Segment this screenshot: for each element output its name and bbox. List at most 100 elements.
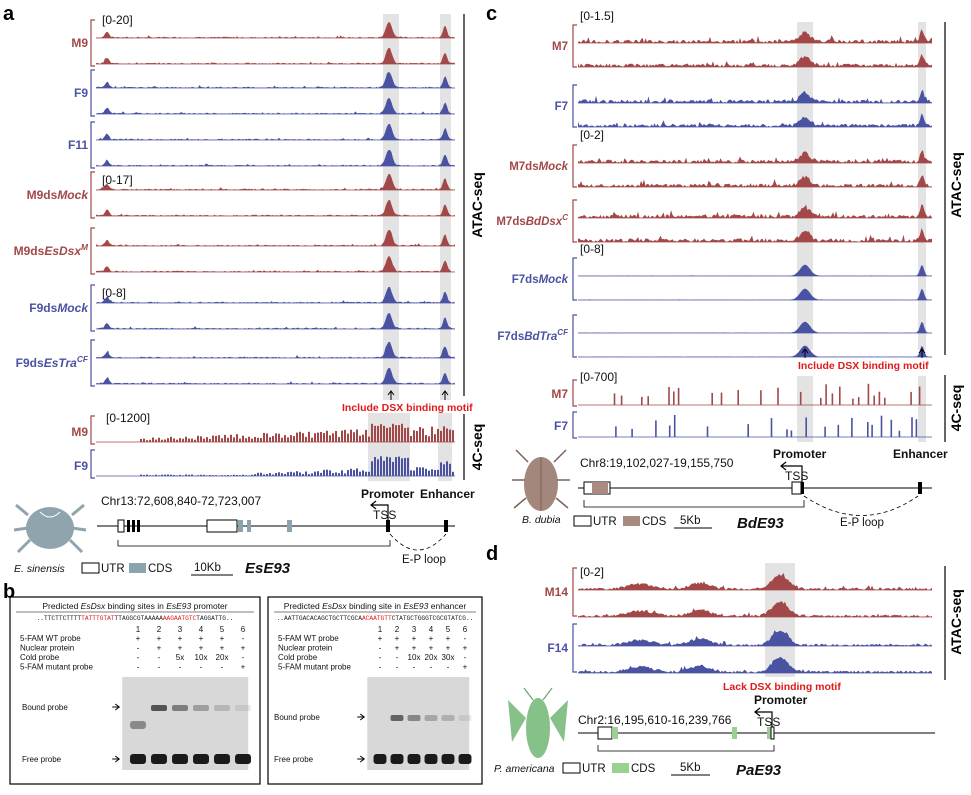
c4-bar: [188, 474, 190, 476]
c4-bar: [167, 474, 169, 476]
condition-value: -: [137, 663, 140, 672]
bound-arrow-icon: [112, 703, 121, 711]
c4-bar: [308, 474, 310, 476]
atac-range: [0-20]: [102, 13, 133, 27]
atac-range: [0-8]: [580, 242, 604, 256]
replicate-bracket: [90, 227, 95, 275]
c4-bar: [918, 386, 921, 405]
condition-value: -: [200, 663, 203, 672]
c4-tracks: M7 F7: [551, 379, 932, 439]
c4-bar: [311, 473, 313, 476]
atac-signal: [578, 204, 932, 218]
free-arrow-icon: [112, 755, 121, 763]
condition-value: +: [136, 634, 141, 643]
free-probe-label: Free probe: [274, 755, 314, 764]
c4-bar: [263, 474, 265, 476]
c4-bar: [143, 438, 145, 442]
c4-bar: [161, 474, 163, 476]
condition-value: -: [413, 663, 416, 672]
condition-value: +: [429, 634, 434, 643]
c4-bar: [251, 438, 253, 442]
motif-label: Include DSX binding motif: [342, 402, 473, 414]
replicate-bracket: [90, 171, 95, 219]
c4-bar: [290, 471, 292, 476]
c4-bar: [786, 429, 788, 437]
c4-bar: [332, 473, 334, 476]
c4-bar: [194, 475, 196, 476]
c4-bar: [790, 430, 793, 437]
ep-loop-label: E-P loop: [840, 517, 884, 529]
c4-bar: [302, 474, 304, 476]
c4-bar: [446, 428, 448, 442]
c4-bar: [326, 430, 328, 442]
panel-b: b Predicted EsDsx binding sites in EsE93…: [3, 581, 483, 785]
atac-signal: [578, 601, 932, 617]
c4-bar: [434, 470, 436, 476]
c4-bar: [239, 475, 241, 476]
c4-bar: [777, 387, 779, 405]
c4-bar: [206, 475, 208, 476]
c4-bar: [317, 471, 319, 476]
condition-value: +: [395, 634, 400, 643]
c4-bar: [284, 473, 286, 476]
c4-bar: [374, 425, 376, 442]
track-label: F7dsMock: [512, 274, 569, 286]
replicate-bracket: [572, 84, 577, 128]
c4-bar: [641, 396, 643, 405]
c4-bar: [158, 437, 160, 442]
c4-bar: [615, 426, 617, 437]
c4-bar: [873, 395, 875, 405]
c4-bar: [212, 435, 214, 442]
c4-bar: [299, 431, 301, 442]
c4-bar: [820, 397, 822, 405]
lane-number: 1: [378, 625, 383, 634]
gene-model: TSS E-P loop: [578, 461, 932, 529]
track-label: M7dsBdDsxC: [496, 213, 568, 228]
c4-bar: [344, 473, 346, 476]
c4-bar: [182, 475, 184, 476]
c4-bar: [287, 437, 289, 442]
c4-bar: [631, 428, 633, 437]
c4-bar: [341, 470, 343, 476]
c4-bar: [799, 391, 802, 405]
probe-sequence: ..AATTGACACAGCTGCTTCGCAACAATGTTCTATGCTGG…: [277, 615, 474, 622]
c4-bar: [620, 395, 623, 405]
c4-bar: [383, 425, 385, 442]
tss-label: TSS: [785, 469, 808, 483]
c4-bar: [880, 415, 883, 437]
replicate-bracket: [90, 339, 95, 387]
atac-signal: [578, 175, 932, 187]
c4-bar: [377, 459, 379, 476]
c4-bar: [197, 435, 199, 442]
c4-bar: [314, 433, 316, 442]
track-label: F9: [74, 459, 88, 473]
lane-number: 5: [446, 625, 451, 634]
c4-bar: [431, 469, 433, 476]
c4-bar: [338, 437, 340, 442]
c4-bar: [673, 415, 676, 437]
scale-label: 10Kb: [194, 562, 221, 574]
lane-number: 6: [463, 625, 468, 634]
c4-bar: [867, 422, 869, 437]
atac-signal: [96, 98, 455, 114]
c4-bar: [161, 439, 163, 442]
c4-tracks: M9 F9: [71, 415, 455, 479]
legend-utr: UTR: [593, 516, 617, 528]
c4-bar: [293, 436, 295, 442]
c4-bar: [236, 475, 238, 476]
bound-probe-label: Bound probe: [274, 713, 320, 722]
condition-label: Cold probe: [278, 653, 318, 662]
c4-bar: [173, 475, 175, 476]
c4-bar: [368, 436, 370, 442]
c4-bar: [395, 457, 397, 476]
atac-signal: [96, 230, 455, 246]
promoter-label: Promoter: [754, 693, 808, 707]
c4-bar: [371, 461, 373, 476]
condition-label: 5-FAM mutant probe: [20, 663, 93, 672]
atac-signal: [578, 29, 932, 43]
emsa-gels: Predicted EsDsx binding sites in EsE93 p…: [9, 596, 483, 785]
c4-bar: [425, 435, 427, 442]
condition-label: Cold probe: [20, 653, 60, 662]
free-probe-band: [151, 754, 167, 764]
